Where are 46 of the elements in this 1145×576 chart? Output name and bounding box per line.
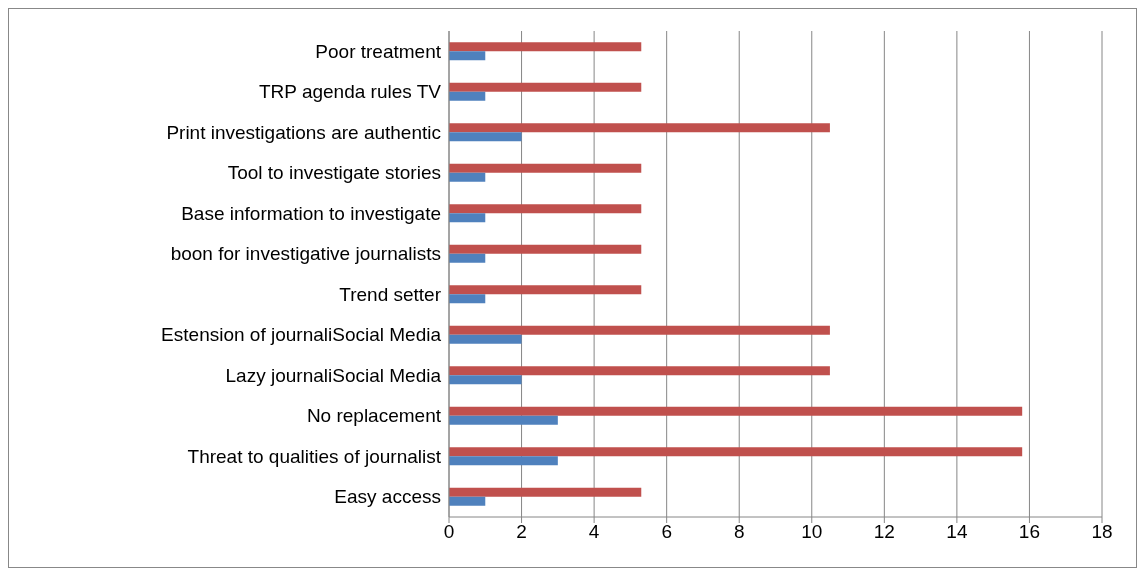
x-tick-label: 10	[801, 521, 823, 543]
y-tick-label: No replacement	[306, 405, 442, 427]
bar	[449, 132, 522, 142]
y-tick-label: Base information to investigate	[181, 202, 441, 224]
bar	[449, 172, 486, 182]
x-tick-label: 8	[733, 521, 745, 543]
bar	[449, 204, 642, 214]
bar	[449, 496, 486, 506]
y-tick-label: TRP agenda rules TV	[258, 81, 442, 103]
bar	[449, 325, 830, 335]
y-tick-label: Threat to qualities of journalist	[187, 445, 442, 467]
bar	[449, 406, 1023, 416]
bar	[449, 42, 642, 52]
bar	[449, 375, 522, 385]
y-tick-label: Tool to investigate stories	[227, 162, 441, 184]
x-tick-label: 16	[1018, 521, 1041, 543]
bar	[449, 244, 642, 254]
bar	[449, 253, 486, 263]
x-tick-label: 0	[443, 521, 455, 543]
y-tick-label: Trend setter	[339, 283, 442, 305]
x-tick-label: 4	[588, 521, 600, 543]
x-tick-label: 14	[946, 521, 968, 543]
y-tick-label: boon for investigative journalists	[170, 243, 441, 265]
bar	[449, 487, 642, 497]
x-tick-label: 2	[516, 521, 527, 543]
bar	[449, 123, 830, 133]
bar	[449, 294, 486, 304]
bar	[449, 285, 642, 295]
bar	[449, 447, 1023, 457]
bar	[449, 366, 830, 376]
bar	[449, 91, 486, 101]
y-tick-label: Estension of journaliSocial Media	[161, 324, 442, 346]
bar	[449, 213, 486, 223]
bar	[449, 456, 558, 466]
bar	[449, 82, 642, 92]
bar	[449, 51, 486, 61]
y-tick-label: Poor treatment	[315, 40, 442, 62]
bar	[449, 415, 558, 425]
x-tick-label: 12	[873, 521, 895, 543]
x-tick-label: 6	[661, 521, 672, 543]
y-tick-label: Lazy journaliSocial Media	[225, 364, 442, 386]
bar	[449, 334, 522, 344]
y-tick-label: Print investigations are authentic	[166, 121, 441, 143]
y-tick-label: Easy access	[334, 486, 441, 508]
x-tick-label: 18	[1091, 521, 1113, 543]
bar	[449, 163, 642, 173]
